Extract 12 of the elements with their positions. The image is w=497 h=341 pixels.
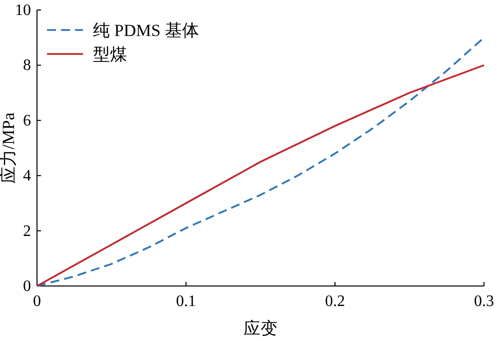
y-tick-label: 4 xyxy=(23,168,31,185)
x-tick-label: 0.3 xyxy=(474,293,494,310)
x-tick-label: 0.2 xyxy=(325,293,345,310)
y-tick-label: 0 xyxy=(23,278,31,295)
y-tick-label: 2 xyxy=(23,222,31,240)
y-tick-label: 6 xyxy=(23,112,31,130)
legend-label: 纯 PDMS 基体 xyxy=(93,21,199,40)
x-tick-label: 0.1 xyxy=(176,293,196,310)
x-axis-title: 应变 xyxy=(244,319,278,338)
y-tick-label: 8 xyxy=(23,57,31,74)
legend-label: 型煤 xyxy=(93,45,127,64)
y-tick-label: 10 xyxy=(15,2,31,19)
